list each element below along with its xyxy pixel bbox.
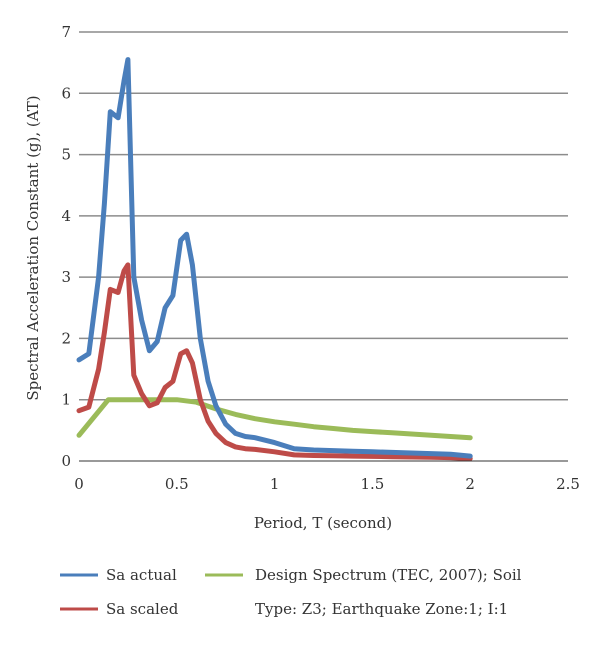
legend-design-spectrum-label: Design Spectrum (TEC, 2007); Soil [255, 566, 522, 584]
x-tick-labels: 0 0.5 1 1.5 2 2.5 [74, 475, 580, 493]
grid-lines [79, 31, 568, 401]
y-tick-label: 4 [61, 207, 71, 225]
x-tick-label: 1 [270, 475, 280, 493]
series-line-sa-scaled [76, 262, 473, 461]
y-tick-label: 0 [61, 452, 71, 470]
y-tick-label: 7 [61, 23, 71, 41]
legend-sa-actual-label: Sa actual [106, 566, 177, 584]
x-tick-label: 2 [465, 475, 475, 493]
series-line-design-spectrum [76, 397, 473, 441]
x-tick-label: 0 [74, 475, 84, 493]
y-tick-label: 6 [61, 84, 71, 102]
x-tick-label: 2.5 [556, 475, 580, 493]
x-axis-title: Period, T (second) [254, 514, 392, 532]
y-tick-label: 5 [61, 146, 71, 164]
legend: Sa actual Sa scaled Design Spectrum (TEC, … [60, 566, 522, 618]
y-axis-title: Spectral Acceleration Constant (g), (AT) [24, 95, 42, 400]
series-lines [76, 57, 473, 461]
x-tick-label: 0.5 [165, 475, 189, 493]
y-tick-label: 2 [61, 329, 71, 347]
y-tick-label: 1 [61, 391, 71, 409]
y-tick-labels: 0 1 2 3 4 5 6 7 [61, 23, 71, 470]
y-tick-label: 3 [61, 268, 71, 286]
series-line-sa-actual [76, 57, 473, 459]
legend-design-spectrum-label: Type: Z3; Earthquake Zone:1; I:1 [255, 600, 508, 618]
x-tick-label: 1.5 [360, 475, 384, 493]
legend-sa-scaled-label: Sa scaled [106, 600, 179, 618]
